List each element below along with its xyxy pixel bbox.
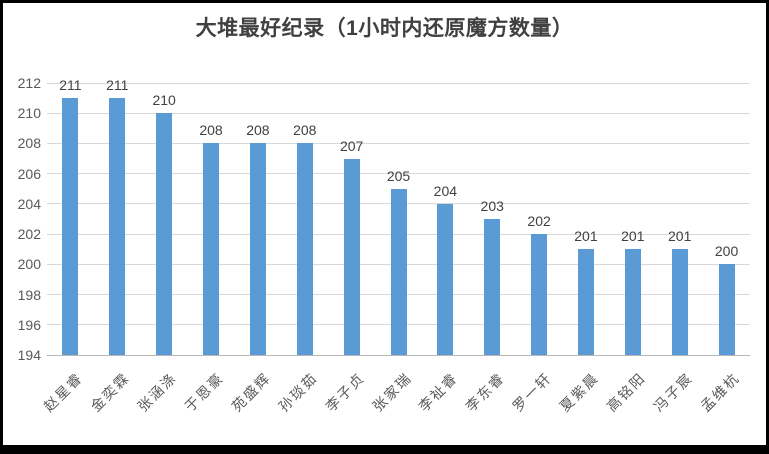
chart-title: 大堆最好纪录（1小时内还原魔方数量） [195,17,574,40]
bar-value-label: 211 [59,77,82,94]
x-axis-category-label: 罗一轩 [509,369,555,415]
bar [249,143,266,355]
bar [531,234,548,355]
y-axis-tick-label: 206 [17,165,41,182]
bar [343,158,360,355]
bar-value-label: 207 [339,137,364,154]
x-axis-category-label: 高铭阳 [603,369,649,415]
gridline [47,142,750,144]
bar [577,249,594,355]
y-axis-tick-label: 212 [17,75,41,91]
bar-value-label: 203 [480,198,504,214]
x-axis-category-label: 冯子宸 [650,369,696,415]
x-axis-category-label: 李祉睿 [415,369,462,415]
x-axis-category-label: 于恩豪 [181,369,227,415]
bar [390,188,407,355]
bar [484,219,501,355]
bar-value-label: 211 [106,77,129,94]
bar-value-label: 205 [386,167,411,184]
bar [437,203,454,355]
x-axis-category-label: 孟维杭 [697,369,743,415]
gridline [47,173,750,175]
gridline [47,82,750,84]
bar [624,249,641,355]
x-axis-category-label: 金奕霖 [87,369,134,415]
x-axis-category-label: 李东睿 [462,369,508,415]
x-axis-category-label: 张家瑞 [368,369,415,415]
y-axis-tick-label: 196 [17,316,41,333]
y-axis-tick-label: 208 [17,135,41,152]
x-axis-category-label: 夏紫晨 [556,369,602,415]
bar-value-label: 208 [293,122,317,139]
bar [296,143,313,355]
x-axis-category-label: 张涵涤 [134,369,180,415]
gridline [47,112,750,114]
bar [671,249,688,355]
bar [203,143,220,355]
y-axis-tick-label: 210 [17,105,41,122]
bar-value-label: 200 [714,243,739,260]
bar-value-label: 208 [199,122,223,139]
bar [156,113,173,355]
y-axis-tick-label: 194 [17,347,41,363]
bar-value-label: 208 [246,122,270,139]
bar-value-label: 201 [574,228,598,245]
bar-value-label: 201 [621,228,645,245]
bar-value-label: 202 [527,213,551,230]
bar [718,264,735,355]
bar [62,98,79,355]
x-axis-category-label: 孙琰茹 [275,369,321,415]
y-axis-tick-label: 204 [17,195,41,212]
y-axis-tick-label: 202 [17,226,41,243]
x-axis-category-label: 苑盛辉 [228,369,274,415]
bar [109,98,126,355]
x-axis-category-label: 赵星睿 [40,369,87,415]
y-axis-tick-label: 198 [17,286,41,303]
bar-value-label: 210 [152,92,176,109]
bar-value-label: 204 [433,182,458,199]
x-axis-line [47,354,750,356]
x-axis-category-label: 李子贞 [322,369,368,415]
bar-value-label: 201 [668,228,692,245]
y-axis-tick-label: 200 [17,256,41,273]
